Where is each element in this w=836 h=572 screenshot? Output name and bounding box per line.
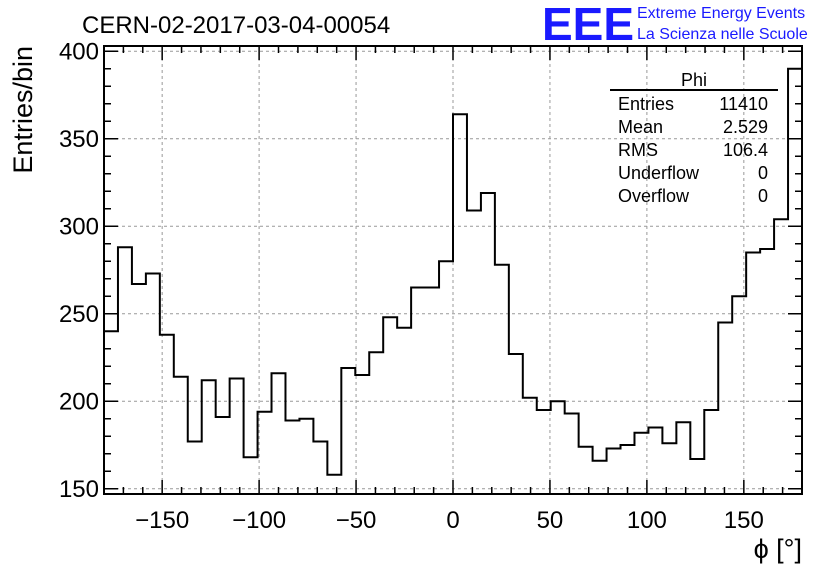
y-tick-label: 250 xyxy=(59,301,99,328)
stats-label-entries: Entries xyxy=(618,94,674,114)
stats-label-overflow: Overflow xyxy=(618,186,690,206)
stats-value-mean: 2.529 xyxy=(723,117,768,137)
x-tick-label: 50 xyxy=(537,507,564,534)
x-tick-label: 100 xyxy=(627,507,667,534)
x-tick-label: −50 xyxy=(336,507,377,534)
chart-title: CERN-02-2017-03-04-00054 xyxy=(82,12,390,39)
logo-line-2: La Scienza nelle Scuole xyxy=(637,26,808,43)
y-tick-label: 200 xyxy=(59,388,99,415)
grid-lines xyxy=(104,46,802,494)
stats-label-mean: Mean xyxy=(618,117,663,137)
stats-value-underflow: 0 xyxy=(758,163,768,183)
y-tick-label: 400 xyxy=(59,38,99,65)
stats-box: Phi Entries 11410 Mean 2.529 RMS 106.4 U… xyxy=(610,70,778,206)
x-axis-label: ϕ [°] xyxy=(754,534,802,564)
x-tick-label: −150 xyxy=(135,507,189,534)
histogram-line xyxy=(104,67,802,476)
y-axis-label: Entries/bin xyxy=(8,46,38,174)
y-tick-label: 300 xyxy=(59,213,99,240)
y-tick-label: 150 xyxy=(59,476,99,503)
stats-label-underflow: Underflow xyxy=(618,163,700,183)
x-tick-label: 0 xyxy=(446,507,459,534)
x-axis: −150 −100 −50 0 50 100 150 xyxy=(103,46,803,534)
x-tick-label: 150 xyxy=(724,507,764,534)
eee-logo: EEE xyxy=(542,0,634,50)
stats-value-rms: 106.4 xyxy=(723,140,768,160)
stats-value-entries: 11410 xyxy=(719,94,768,114)
stats-name: Phi xyxy=(681,70,707,90)
logo-line-1: Extreme Energy Events xyxy=(637,5,805,22)
stats-label-rms: RMS xyxy=(618,140,658,160)
x-tick-label: −100 xyxy=(232,507,286,534)
stats-value-overflow: 0 xyxy=(758,186,768,206)
y-axis: 150 200 250 300 350 400 xyxy=(59,38,802,503)
y-tick-label: 350 xyxy=(59,126,99,153)
